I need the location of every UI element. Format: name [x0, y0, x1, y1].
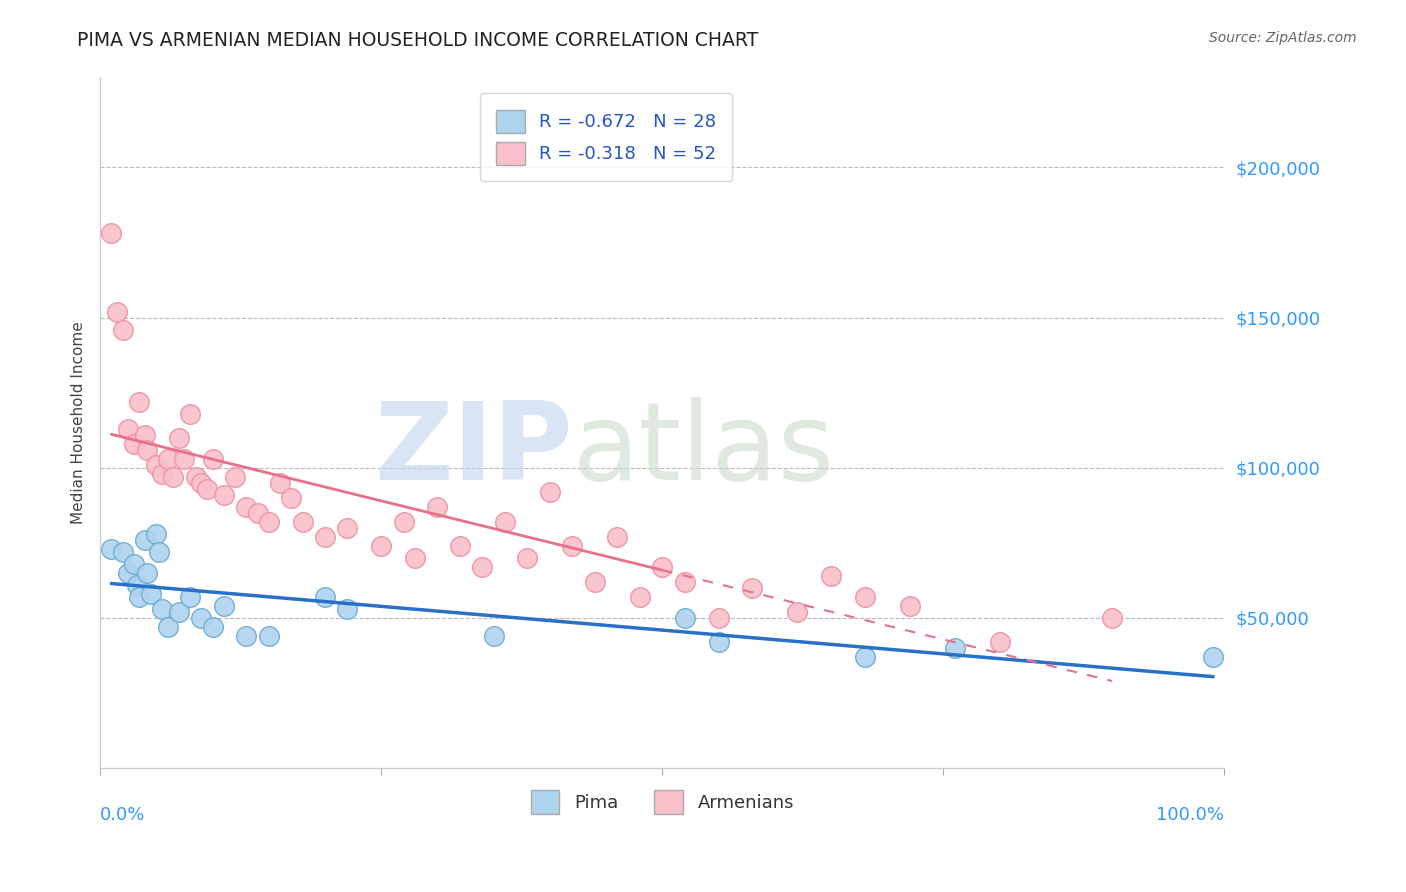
- Point: [148, 544, 170, 558]
- Point: [139, 587, 162, 601]
- Point: [988, 634, 1011, 648]
- Y-axis label: Median Household Income: Median Household Income: [72, 321, 86, 524]
- Point: [561, 539, 583, 553]
- Point: [128, 590, 150, 604]
- Point: [257, 515, 280, 529]
- Point: [105, 304, 128, 318]
- Point: [122, 436, 145, 450]
- Point: [167, 431, 190, 445]
- Text: atlas: atlas: [572, 397, 834, 503]
- Point: [404, 550, 426, 565]
- Point: [201, 620, 224, 634]
- Point: [167, 605, 190, 619]
- Point: [162, 469, 184, 483]
- Point: [516, 550, 538, 565]
- Point: [156, 451, 179, 466]
- Point: [212, 487, 235, 501]
- Point: [145, 526, 167, 541]
- Point: [117, 566, 139, 580]
- Point: [173, 451, 195, 466]
- Point: [606, 530, 628, 544]
- Text: Source: ZipAtlas.com: Source: ZipAtlas.com: [1209, 31, 1357, 45]
- Point: [179, 590, 201, 604]
- Point: [336, 520, 359, 534]
- Point: [494, 515, 516, 529]
- Point: [786, 605, 808, 619]
- Point: [291, 515, 314, 529]
- Point: [538, 484, 561, 499]
- Point: [943, 640, 966, 655]
- Point: [246, 506, 269, 520]
- Point: [898, 599, 921, 613]
- Text: ZIP: ZIP: [374, 397, 572, 503]
- Text: PIMA VS ARMENIAN MEDIAN HOUSEHOLD INCOME CORRELATION CHART: PIMA VS ARMENIAN MEDIAN HOUSEHOLD INCOME…: [77, 31, 759, 50]
- Point: [111, 544, 134, 558]
- Point: [280, 491, 302, 505]
- Point: [235, 500, 257, 514]
- Point: [134, 427, 156, 442]
- Point: [134, 533, 156, 547]
- Point: [127, 577, 149, 591]
- Point: [707, 610, 730, 624]
- Text: 0.0%: 0.0%: [100, 805, 145, 823]
- Legend: R = -0.672   N = 28, R = -0.318   N = 52: R = -0.672 N = 28, R = -0.318 N = 52: [479, 94, 733, 181]
- Point: [150, 601, 173, 615]
- Point: [136, 442, 159, 457]
- Point: [707, 634, 730, 648]
- Point: [651, 559, 673, 574]
- Point: [853, 649, 876, 664]
- Point: [1101, 610, 1123, 624]
- Point: [628, 590, 651, 604]
- Point: [145, 458, 167, 472]
- Point: [136, 566, 159, 580]
- Point: [583, 574, 606, 589]
- Point: [100, 227, 122, 241]
- Point: [370, 539, 392, 553]
- Point: [673, 574, 696, 589]
- Point: [741, 581, 763, 595]
- Point: [673, 610, 696, 624]
- Point: [190, 610, 212, 624]
- Point: [269, 475, 291, 490]
- Point: [314, 590, 336, 604]
- Point: [314, 530, 336, 544]
- Point: [212, 599, 235, 613]
- Point: [195, 482, 218, 496]
- Point: [224, 469, 246, 483]
- Point: [471, 559, 494, 574]
- Point: [336, 601, 359, 615]
- Point: [201, 451, 224, 466]
- Point: [184, 469, 207, 483]
- Point: [257, 629, 280, 643]
- Text: 100.0%: 100.0%: [1157, 805, 1225, 823]
- Point: [190, 475, 212, 490]
- Point: [820, 568, 842, 582]
- Point: [179, 407, 201, 421]
- Point: [100, 541, 122, 556]
- Point: [122, 557, 145, 571]
- Point: [392, 515, 415, 529]
- Point: [853, 590, 876, 604]
- Point: [111, 322, 134, 336]
- Point: [1202, 649, 1225, 664]
- Point: [117, 421, 139, 435]
- Point: [449, 539, 471, 553]
- Point: [128, 394, 150, 409]
- Point: [156, 620, 179, 634]
- Point: [150, 467, 173, 481]
- Point: [235, 629, 257, 643]
- Point: [482, 629, 505, 643]
- Point: [426, 500, 449, 514]
